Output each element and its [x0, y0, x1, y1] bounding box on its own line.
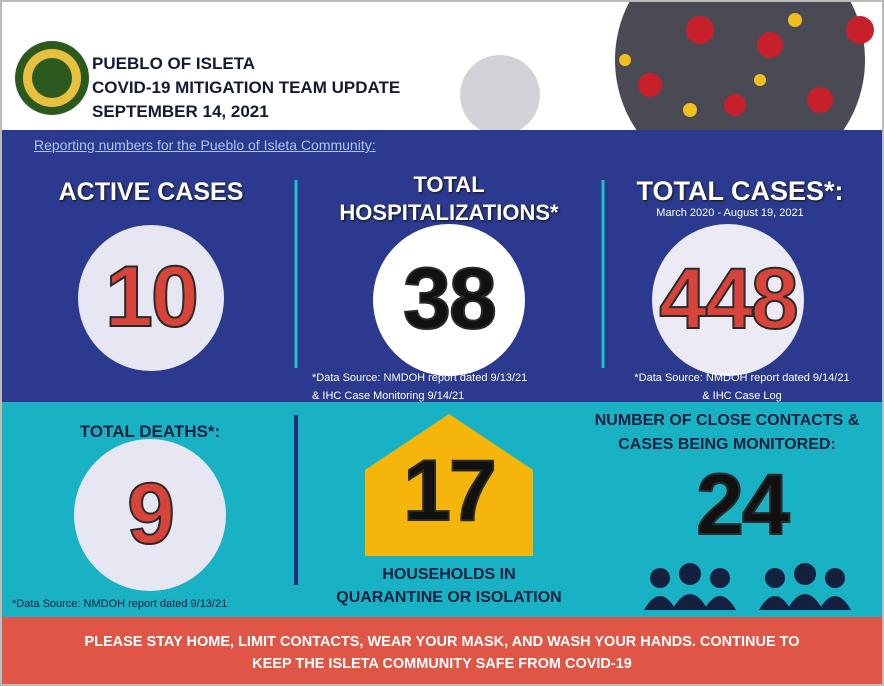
value: 17 — [349, 442, 549, 541]
header-title: COVID-19 MITIGATION TEAM UPDATE — [92, 78, 400, 98]
subtitle: Reporting numbers for the Pueblo of Isle… — [34, 137, 376, 153]
label: ACTIVE CASES — [31, 178, 271, 207]
label: TOTAL — [309, 172, 589, 198]
org-name: PUEBLO OF ISLETA — [92, 54, 255, 74]
note: *Data Source: NMDOH report dated 9/13/21 — [312, 372, 527, 384]
note: *Data Source: NMDOH report dated 9/14/21 — [610, 372, 874, 384]
label: QUARANTINE OR ISOLATION — [309, 589, 589, 607]
label: TOTAL DEATHS*: — [30, 422, 270, 442]
infographic: PUEBLO OF ISLETA COVID-19 MITIGATION TEA… — [0, 0, 884, 686]
label: NUMBER OF CLOSE CONTACTS & — [572, 412, 882, 430]
value: 9 — [50, 465, 250, 564]
label: HOUSEHOLDS IN — [309, 566, 589, 584]
sublabel: March 2020 - August 19, 2021 — [610, 207, 850, 219]
label: CASES BEING MONITORED: — [572, 436, 882, 454]
value: 448 — [628, 250, 828, 349]
note: & IHC Case Monitoring 9/14/21 — [312, 390, 464, 402]
footer: PLEASE STAY HOME, LIMIT CONTACTS, WEAR Y… — [0, 634, 884, 650]
label: HOSPITALIZATIONS* — [309, 200, 589, 226]
value: 10 — [51, 248, 251, 347]
footer: KEEP THE ISLETA COMMUNITY SAFE FROM COVI… — [0, 656, 884, 672]
value: 38 — [349, 250, 549, 349]
value: 24 — [642, 456, 842, 555]
header-date: SEPTEMBER 14, 2021 — [92, 102, 269, 122]
note: & IHC Case Log — [610, 390, 874, 402]
label: TOTAL CASES*: — [610, 176, 870, 207]
note: *Data Source: NMDOH report dated 9/13/21 — [12, 598, 227, 610]
